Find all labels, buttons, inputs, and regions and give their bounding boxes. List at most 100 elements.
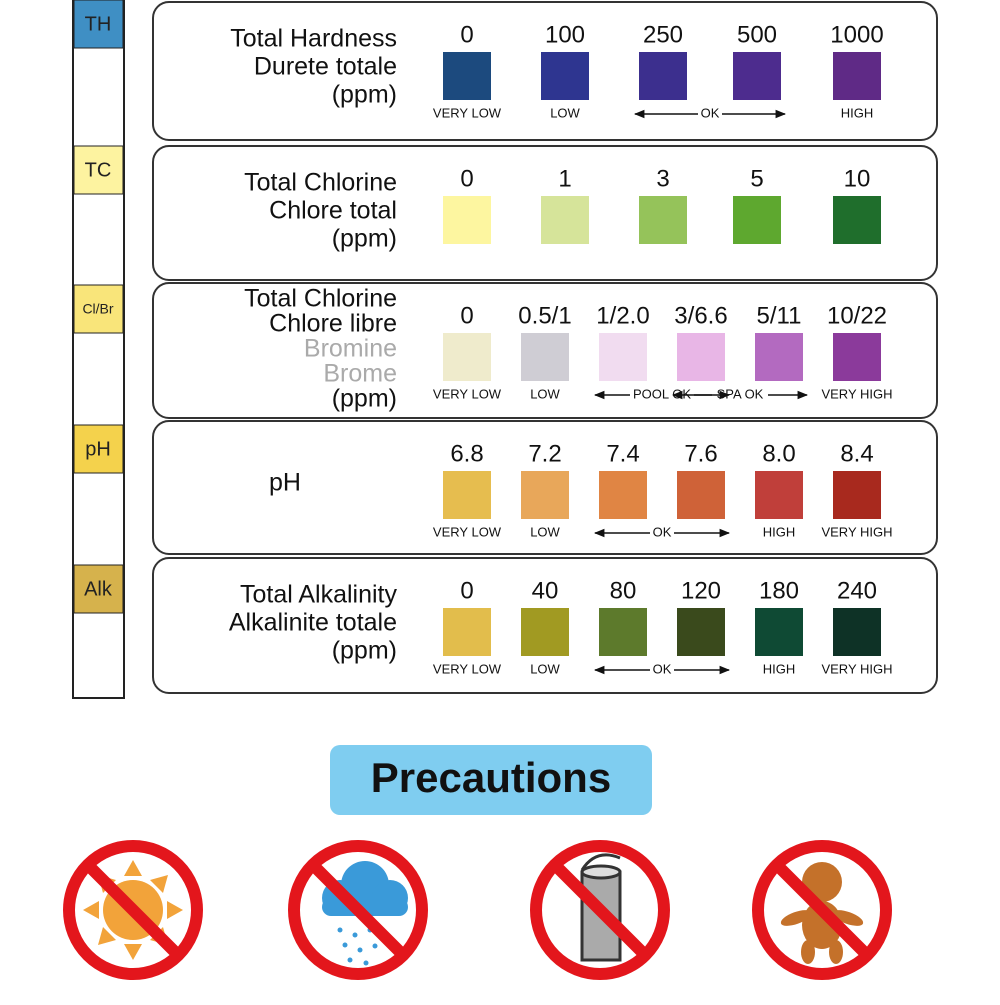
row-label: Brome: [323, 360, 397, 388]
swatch-value: 120: [681, 577, 721, 604]
swatch-value: 10: [844, 165, 871, 192]
color-swatch: [833, 608, 881, 656]
swatch-status: VERY HIGH: [821, 524, 892, 539]
strip-label: TH: [85, 13, 112, 35]
row-label: Total Hardness: [230, 25, 397, 53]
swatch-value: 0: [460, 577, 473, 604]
swatch-value: 40: [532, 577, 559, 604]
color-swatch: [833, 196, 881, 244]
row-label: (ppm): [332, 637, 397, 665]
swatch-status: HIGH: [763, 524, 796, 539]
row-label: Total Alkalinity: [240, 581, 398, 609]
strip-pad: [73, 145, 124, 195]
swatch-value: 0: [460, 302, 473, 329]
swatch-value: 8.0: [762, 440, 795, 467]
color-swatch: [639, 196, 687, 244]
swatch-value: 240: [837, 577, 877, 604]
color-swatch: [599, 471, 647, 519]
swatch-value: 500: [737, 21, 777, 48]
swatch-status: LOW: [530, 524, 560, 539]
color-swatch: [733, 196, 781, 244]
swatch-value: 1/2.0: [596, 302, 649, 329]
color-swatch: [677, 471, 725, 519]
precautions-title: Precautions: [371, 754, 611, 801]
swatch-status: VERY LOW: [433, 524, 502, 539]
swatch-status: LOW: [530, 661, 560, 676]
row-label: Durete totale: [254, 53, 397, 81]
strip-label: pH: [85, 438, 111, 460]
strip-label: TC: [85, 159, 112, 181]
color-swatch: [443, 608, 491, 656]
color-swatch: [639, 52, 687, 100]
swatch-value: 8.4: [840, 440, 873, 467]
range-label: OK: [653, 661, 672, 676]
swatch-value: 80: [610, 577, 637, 604]
range-label: OK: [701, 105, 720, 120]
strip-pad: [73, 0, 124, 49]
swatch-status: VERY HIGH: [821, 661, 892, 676]
no-sun-icon: [63, 840, 203, 980]
color-swatch: [443, 196, 491, 244]
color-swatch: [443, 52, 491, 100]
row-label: Alkalinite totale: [229, 609, 397, 637]
swatch-value: 5/11: [757, 302, 802, 329]
range-label: SPA OK: [717, 386, 764, 401]
no-rain-icon: [288, 840, 428, 980]
color-swatch: [541, 52, 589, 100]
color-swatch: [521, 333, 569, 381]
color-swatch: [755, 471, 803, 519]
color-swatch: [833, 333, 881, 381]
swatch-value: 3/6.6: [674, 302, 727, 329]
swatch-value: 7.2: [528, 440, 561, 467]
row-label: Chlore libre: [269, 310, 397, 338]
no-open-container-icon: [530, 840, 670, 980]
strip-label: Alk: [84, 578, 113, 600]
swatch-status: LOW: [550, 105, 580, 120]
swatch-value: 10/22: [827, 302, 887, 329]
color-swatch: [833, 471, 881, 519]
swatch-status: VERY HIGH: [821, 386, 892, 401]
row-label: (ppm): [332, 385, 397, 413]
swatch-status: VERY LOW: [433, 105, 502, 120]
color-swatch: [443, 471, 491, 519]
color-swatch: [541, 196, 589, 244]
color-swatch: [833, 52, 881, 100]
row-label: Chlore total: [269, 197, 397, 225]
range-label: OK: [653, 524, 672, 539]
row-label: Total Chlorine: [244, 285, 397, 313]
swatch-value: 5: [750, 165, 763, 192]
color-swatch: [443, 333, 491, 381]
swatch-value: 6.8: [450, 440, 483, 467]
row-label: (ppm): [332, 225, 397, 253]
swatch-value: 180: [759, 577, 799, 604]
swatch-value: 7.4: [606, 440, 639, 467]
swatch-value: 7.6: [684, 440, 717, 467]
swatch-status: VERY LOW: [433, 661, 502, 676]
swatch-status: HIGH: [841, 105, 874, 120]
color-swatch: [599, 333, 647, 381]
color-swatch: [599, 608, 647, 656]
range-label: POOL OK: [633, 386, 691, 401]
swatch-status: HIGH: [763, 661, 796, 676]
swatch-value: 0: [460, 165, 473, 192]
swatch-value: 0: [460, 21, 473, 48]
strip-label: Cl/Br: [82, 301, 113, 317]
row-label: Bromine: [304, 335, 397, 363]
color-swatch: [755, 333, 803, 381]
swatch-value: 250: [643, 21, 683, 48]
swatch-value: 3: [656, 165, 669, 192]
swatch-value: 1: [558, 165, 571, 192]
row-label: Total Chlorine: [244, 169, 397, 197]
swatch-status: LOW: [530, 386, 560, 401]
color-swatch: [755, 608, 803, 656]
swatch-value: 0.5/1: [518, 302, 571, 329]
strip-pad: [73, 284, 124, 334]
swatch-status: VERY LOW: [433, 386, 502, 401]
color-swatch: [521, 608, 569, 656]
swatch-value: 100: [545, 21, 585, 48]
no-children-icon: [752, 840, 892, 980]
color-swatch: [677, 333, 725, 381]
precautions-banner: [330, 745, 652, 815]
